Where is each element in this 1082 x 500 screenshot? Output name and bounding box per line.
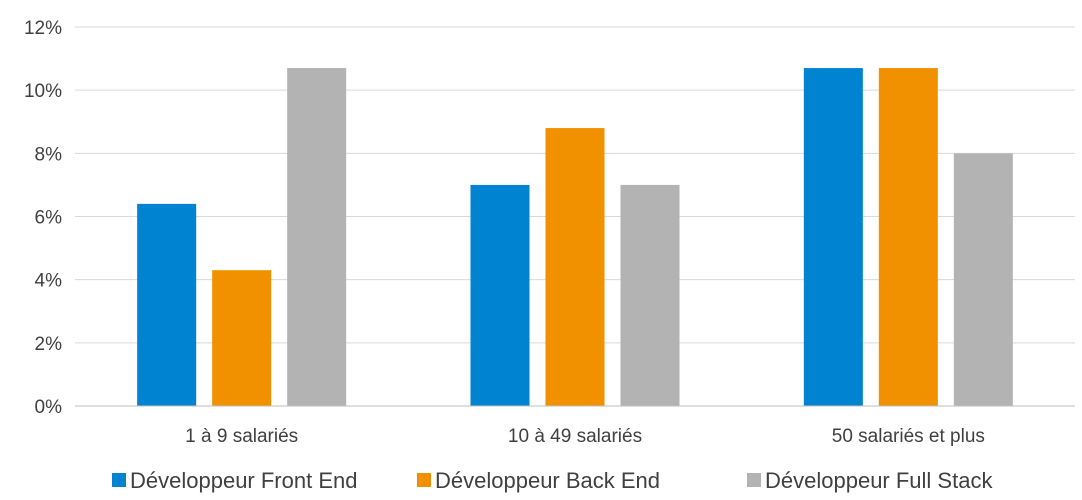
y-axis: 0% 2% 4% 6% 8% 10% 12% — [24, 18, 62, 418]
bar — [620, 184, 680, 406]
bar — [470, 184, 530, 406]
legend-label: Développeur Full Stack — [765, 468, 993, 493]
legend-swatch — [417, 473, 431, 487]
bar — [803, 68, 863, 406]
y-tick-label: 4% — [35, 271, 63, 292]
y-tick-label: 2% — [35, 334, 63, 355]
bar — [545, 128, 605, 407]
legend: Développeur Front End Développeur Back En… — [112, 468, 993, 493]
chart-bars — [137, 68, 1013, 407]
x-tick-label: 1 à 9 salariés — [185, 426, 298, 447]
y-tick-label: 8% — [35, 144, 63, 165]
bar — [212, 270, 272, 406]
legend-label: Développeur Back End — [435, 468, 660, 493]
bar — [953, 153, 1013, 406]
bar — [137, 203, 197, 406]
bar — [287, 68, 347, 406]
y-tick-label: 10% — [24, 81, 62, 102]
x-tick-label: 50 salariés et plus — [832, 426, 985, 447]
legend-swatch — [112, 473, 126, 487]
x-axis: 1 à 9 salariés 10 à 49 salariés 50 salarié… — [185, 426, 985, 447]
y-tick-label: 12% — [24, 18, 62, 39]
legend-label: Développeur Front End — [130, 468, 357, 493]
y-tick-label: 6% — [35, 208, 63, 229]
bar — [878, 68, 938, 406]
y-tick-label: 0% — [35, 397, 63, 418]
x-tick-label: 10 à 49 salariés — [508, 426, 642, 447]
legend-swatch — [747, 473, 761, 487]
